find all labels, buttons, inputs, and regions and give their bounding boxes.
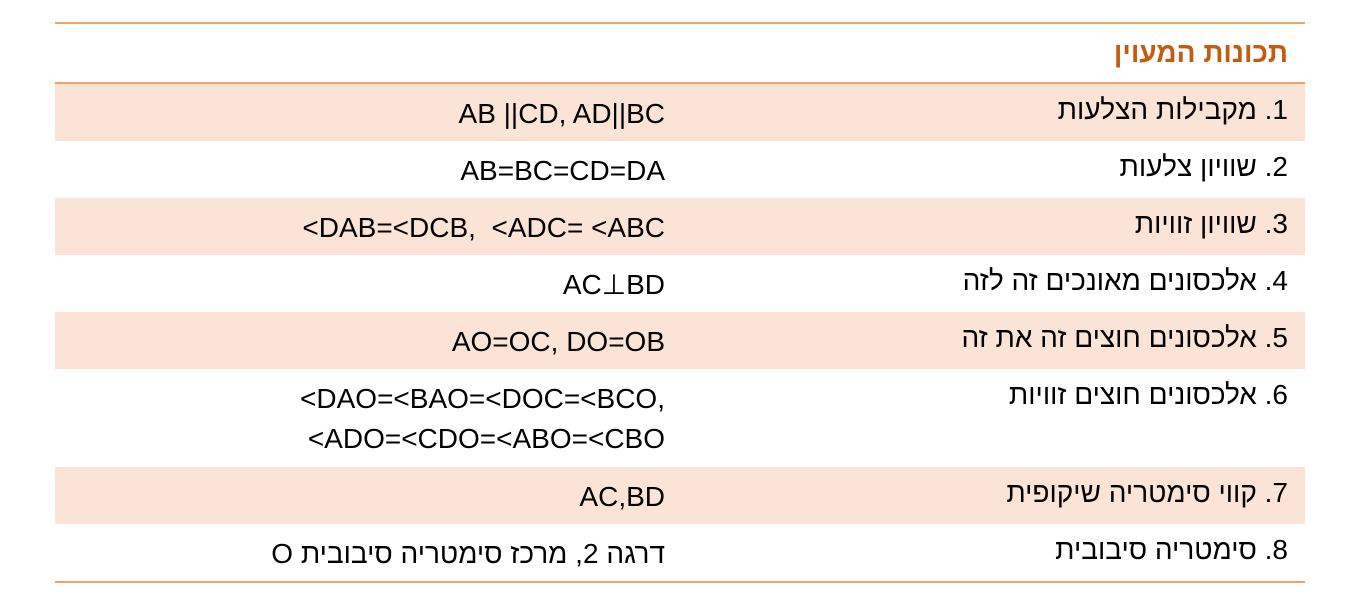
table-row: 3. שוויון זוויות <DAB=<DCB, <ADC= <ABC xyxy=(55,198,1305,255)
property-cell: 3. שוויון זוויות xyxy=(1134,208,1288,239)
value-line: AC⊥BD xyxy=(562,269,665,300)
property-cell: 8. סימטריה סיבובית xyxy=(1055,534,1288,565)
table-row: 6. אלכסונים חוצים זוויות <DAO=<BAO=<DOC=<… xyxy=(55,369,1305,467)
value-cell: AC⊥BD xyxy=(563,265,665,305)
value-line: AB ||CD, AD||BC xyxy=(458,98,665,129)
value-line: <DAO=<BAO=<DOC=<BCO, xyxy=(300,383,665,414)
table-title: תכונות המעוין xyxy=(1113,37,1288,68)
value-line: AO=OC, DO=OB xyxy=(451,326,665,357)
property-cell: 7. קווי סימטריה שיקופית xyxy=(1006,477,1288,508)
value-line: <ADO=<CDO=<ABO=<CBO xyxy=(307,423,665,454)
value-cell: AB ||CD, AD||BC xyxy=(459,94,665,134)
value-cell: AB=BC=CD=DA xyxy=(460,151,665,191)
table-row: 8. סימטריה סיבובית דרגה 2, מרכז סימטריה ס… xyxy=(55,524,1305,581)
value-cell: AC,BD xyxy=(579,477,665,517)
table-row: 2. שוויון צלעות AB=BC=CD=DA xyxy=(55,141,1305,198)
table-row: 4. אלכסונים מאונכים זה לזה AC⊥BD xyxy=(55,255,1305,312)
table: תכונות המעוין 1. מקבילות הצלעות AB ||CD, … xyxy=(55,22,1305,583)
table-body: 1. מקבילות הצלעות AB ||CD, AD||BC 2. שוויו… xyxy=(55,84,1305,581)
property-cell: 1. מקבילות הצלעות xyxy=(1057,94,1288,125)
table-row: 5. אלכסונים חוצים זה את זה AO=OC, DO=OB xyxy=(55,312,1305,369)
property-cell: 4. אלכסונים מאונכים זה לזה xyxy=(962,265,1288,296)
value-cell: AO=OC, DO=OB xyxy=(452,322,665,362)
value-line: דרגה 2, מרכז סימטריה סיבובית O xyxy=(271,538,665,569)
property-cell: 5. אלכסונים חוצים זה את זה xyxy=(961,322,1288,353)
value-cell: דרגה 2, מרכז סימטריה סיבובית O xyxy=(271,534,665,574)
table-row: 1. מקבילות הצלעות AB ||CD, AD||BC xyxy=(55,84,1305,141)
property-cell: 6. אלכסונים חוצים זוויות xyxy=(1008,379,1288,410)
value-cell: <DAB=<DCB, <ADC= <ABC xyxy=(302,208,665,248)
header-row: תכונות המעוין xyxy=(55,24,1305,84)
value-line: AB=BC=CD=DA xyxy=(460,155,665,186)
value-line: <DAB=<DCB, <ADC= <ABC xyxy=(302,212,665,243)
value-cell: <DAO=<BAO=<DOC=<BCO, <ADO=<CDO=<ABO=<CBO xyxy=(300,379,665,459)
table-row: 7. קווי סימטריה שיקופית AC,BD xyxy=(55,467,1305,524)
property-cell: 2. שוויון צלעות xyxy=(1119,151,1288,182)
value-line: AC,BD xyxy=(579,481,665,512)
